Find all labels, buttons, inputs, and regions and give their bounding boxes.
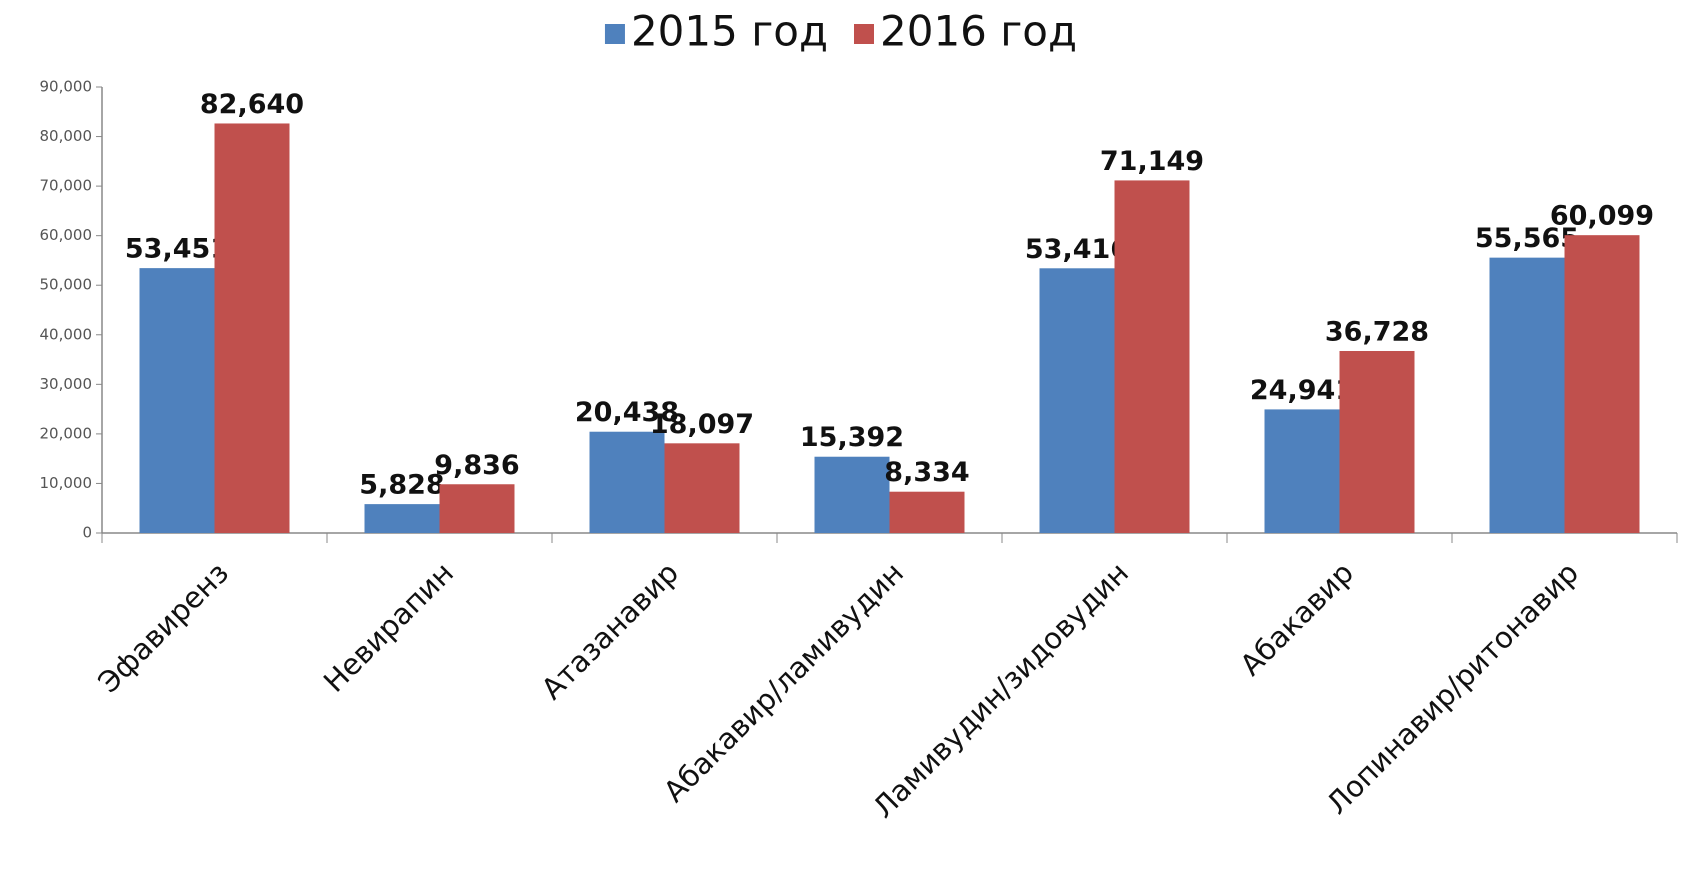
bar: [664, 443, 740, 533]
bar: [214, 123, 290, 533]
value-label: 82,640: [200, 89, 304, 120]
y-tick-label: 70,000: [40, 177, 93, 195]
legend-label: 2015 год: [631, 7, 828, 56]
legend-swatch: [854, 24, 874, 44]
bar: [1114, 180, 1190, 533]
bar: [364, 504, 440, 533]
bar: [439, 484, 515, 533]
bar: [139, 268, 215, 533]
y-tick-label: 20,000: [40, 424, 93, 442]
x-tick-label: Абакавир/ламивудин: [657, 556, 910, 809]
bar: [1564, 235, 1640, 533]
x-tick-label: Атазанавир: [535, 556, 685, 706]
value-label: 53,416: [1025, 234, 1129, 265]
y-tick-label: 60,000: [40, 226, 93, 244]
value-label: 53,451: [125, 234, 229, 265]
legend-item: 2016 год: [854, 7, 1077, 56]
value-label: 71,149: [1100, 146, 1204, 177]
legend-swatch: [604, 24, 625, 44]
value-label: 36,728: [1325, 316, 1429, 347]
x-tick-label: Эфавиренз: [91, 556, 235, 700]
bar: [589, 431, 665, 533]
bar: [814, 456, 890, 533]
x-tick-label: Лопинавир/ритонавир: [1320, 556, 1585, 821]
value-label: 20,438: [575, 397, 679, 428]
y-tick-label: 50,000: [40, 276, 93, 294]
value-label: 5,828: [359, 470, 444, 501]
legend-item: 2015 год: [604, 7, 828, 56]
y-tick-label: 40,000: [40, 325, 93, 343]
x-tick-label: Ламивудин/зидовудин: [866, 556, 1135, 825]
bar: [1489, 257, 1565, 533]
y-tick-label: 0: [82, 524, 92, 542]
value-label: 15,392: [800, 422, 904, 453]
y-tick-label: 90,000: [40, 78, 93, 96]
bar: [1264, 409, 1340, 533]
y-tick-label: 80,000: [40, 127, 93, 145]
x-tick-label: Абакавир: [1233, 556, 1360, 683]
bar: [889, 491, 965, 533]
value-label: 55,565: [1475, 223, 1579, 254]
legend-label: 2016 год: [880, 7, 1077, 56]
value-label: 9,836: [434, 450, 519, 481]
y-tick-label: 10,000: [40, 474, 93, 492]
bar: [1339, 350, 1415, 533]
value-label: 60,099: [1550, 201, 1654, 232]
value-label: 24,941: [1250, 375, 1354, 406]
value-label: 8,334: [884, 457, 969, 488]
bar: [1039, 268, 1115, 533]
x-tick-label: Невирапин: [317, 556, 460, 699]
y-tick-label: 30,000: [40, 375, 93, 393]
value-label: 18,097: [650, 409, 754, 440]
